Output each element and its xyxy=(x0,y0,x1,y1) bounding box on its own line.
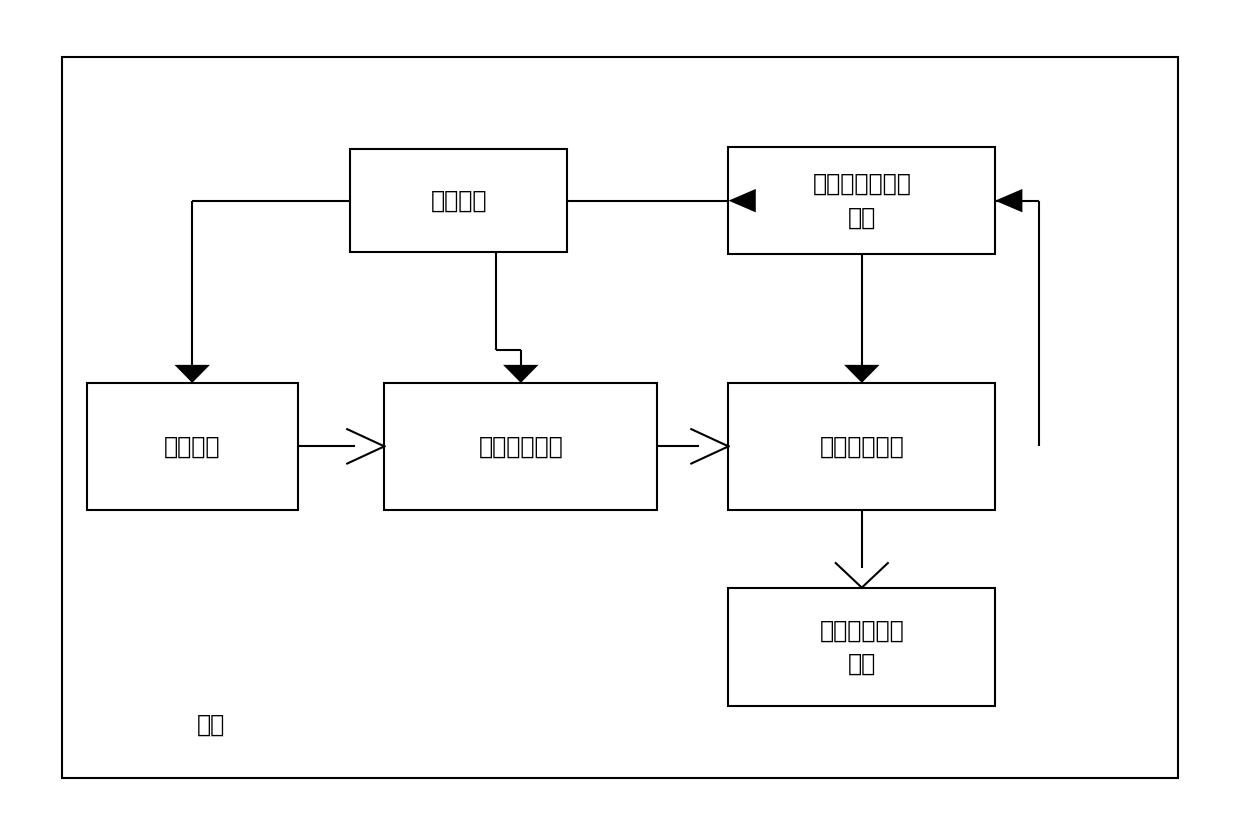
Bar xyxy=(728,383,994,509)
Bar xyxy=(384,383,657,509)
Polygon shape xyxy=(994,189,1022,212)
Polygon shape xyxy=(844,365,879,383)
Text: 机箱: 机箱 xyxy=(197,713,224,737)
Text: 定位及无线通信
模块: 定位及无线通信 模块 xyxy=(812,172,911,229)
Polygon shape xyxy=(728,189,755,212)
Text: 进样模块: 进样模块 xyxy=(164,434,221,459)
Bar xyxy=(728,588,994,706)
Bar xyxy=(62,57,1178,778)
Text: 结果显示输出
模块: 结果显示输出 模块 xyxy=(820,618,904,676)
Bar xyxy=(87,383,298,509)
Bar xyxy=(350,149,567,252)
Polygon shape xyxy=(503,365,538,383)
Polygon shape xyxy=(175,365,210,383)
Bar xyxy=(728,147,994,254)
Text: 光学采集模块: 光学采集模块 xyxy=(479,434,563,459)
Text: 检测分析模块: 检测分析模块 xyxy=(820,434,904,459)
Text: 电源模块: 电源模块 xyxy=(430,188,487,213)
